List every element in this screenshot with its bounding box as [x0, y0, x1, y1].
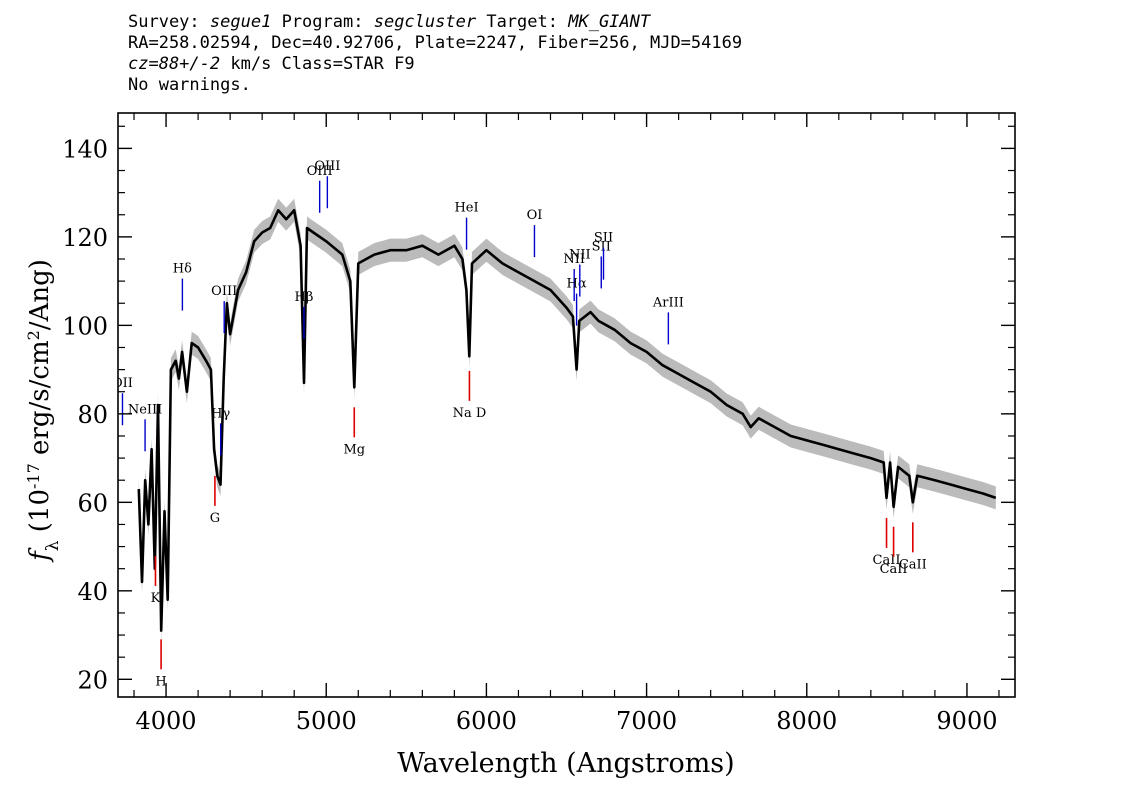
emission-line-label: OIII [307, 164, 333, 179]
emission-line-marker: SII [592, 239, 611, 289]
absorption-line-label: CaII [899, 557, 927, 572]
emission-line-marker: OIII [307, 164, 333, 213]
emission-line-label: NII [569, 248, 591, 263]
y-tick-label: 40 [77, 578, 108, 606]
x-tick-label: 4000 [136, 707, 197, 735]
absorption-line-label: H [155, 674, 166, 689]
absorption-line-label: CaII [880, 562, 908, 577]
emission-line-label: OIII [314, 159, 340, 174]
absorption-line-marker: K [151, 555, 161, 606]
spectrum-header: Survey: segue1 Program: segcluster Targe… [128, 12, 742, 96]
emission-line-label: ArIII [652, 295, 684, 310]
y-axis-label-part: erg/s/cm [25, 340, 55, 463]
y-tick-label: 140 [62, 135, 108, 163]
y-tick-label: 20 [77, 666, 108, 694]
emission-line-label: Hβ [295, 290, 314, 305]
absorption-line-marker: Mg [343, 407, 365, 457]
emission-line-marker: OII [112, 376, 133, 426]
survey-label: Survey: [128, 12, 200, 32]
header-line-3: cz=88+/-2 km/s Class=STAR F9 [128, 54, 742, 75]
absorption-line-marker: CaII [873, 517, 901, 568]
emission-line-marker: Hδ [173, 262, 192, 311]
emission-line-marker: OIII [211, 284, 237, 334]
emission-line-label: SII [592, 239, 611, 254]
emission-line-marker: OI [527, 208, 543, 258]
emission-line-label: Hδ [173, 262, 192, 277]
absorption-line-label: Na D [453, 406, 487, 421]
program-label: Program: [281, 12, 364, 32]
class-info: km/s Class=STAR F9 [220, 54, 415, 74]
y-tick-label: 80 [77, 401, 108, 429]
plot-frame [117, 112, 1016, 698]
emission-line-marker: NeIII [128, 402, 162, 452]
target-label: Target: [486, 12, 558, 32]
y-axis-label-part: (10 [25, 489, 55, 541]
survey-value: segue1 [209, 12, 272, 32]
emission-line-marker: Hβ [295, 290, 314, 339]
x-tick-label: 7000 [616, 707, 677, 735]
absorption-line-marker: Na D [453, 370, 487, 421]
emission-line-marker: Hα [567, 277, 587, 326]
absorption-line-marker: CaII [899, 522, 927, 572]
y-axis-label-part: 2 [24, 330, 43, 340]
emission-line-label: NII [563, 252, 585, 267]
emission-line-label: Hγ [211, 406, 230, 421]
header-line-2: RA=258.02594, Dec=40.92706, Plate=2247, … [128, 33, 743, 53]
axes: 4000 5000 6000 7000 8000 9000 20 40 60 80 100 120 14… [62, 112, 1016, 735]
x-tick-label: 8000 [776, 707, 837, 735]
emission-line-label: NeIII [128, 402, 162, 417]
emission-line-label: Hα [567, 277, 587, 292]
absorption-line-marker: G [210, 475, 220, 526]
y-axis-label: fλ (10-17 erg/s/cm2/Ang) [24, 259, 64, 563]
spectrum-line [137, 209, 997, 632]
y-tick-label: 100 [62, 312, 108, 340]
emission-line-label: SII [594, 231, 613, 246]
absorption-line-marker: H [155, 639, 167, 689]
emission-line-marker: NII [563, 252, 585, 301]
y-axis-label-part: λ [43, 540, 63, 551]
x-tick-label: 6000 [456, 707, 517, 735]
absorption-line-label: K [151, 591, 161, 606]
emission-line-marker: ArIII [652, 295, 684, 345]
absorption-line-label: G [210, 511, 220, 526]
emission-line-label: OII [112, 376, 133, 391]
y-axis-label-part: /Ang) [25, 259, 55, 330]
y-axis-label-part: -17 [24, 463, 43, 489]
program-value: segcluster [373, 12, 477, 32]
header-line-1: Survey: segue1 Program: segcluster Targe… [128, 12, 742, 33]
emission-line-label: OIII [211, 284, 237, 299]
absorption-line-label: Mg [343, 442, 365, 457]
target-value: MK_GIANT [568, 12, 651, 32]
emission-line-marker: SII [594, 231, 613, 280]
x-axis-label: Wavelength (Angstroms) [397, 748, 734, 779]
x-tick-label: 9000 [936, 707, 997, 735]
emission-line-marker: Hγ [211, 406, 230, 456]
emission-line-marker: OIII [314, 159, 340, 209]
header-line-4: No warnings. [128, 75, 251, 95]
emission-line-marker: NII [569, 248, 591, 297]
y-tick-label: 120 [62, 224, 108, 252]
emission-line-marker: HeI [454, 201, 479, 250]
emission-line-label: OI [527, 208, 543, 223]
x-tick-label: 5000 [296, 707, 357, 735]
emission-line-label: HeI [454, 201, 478, 216]
absorption-line-marker: CaII [880, 526, 908, 577]
redshift-value: cz=88+/-2 [128, 54, 221, 74]
y-tick-label: 60 [77, 489, 108, 517]
